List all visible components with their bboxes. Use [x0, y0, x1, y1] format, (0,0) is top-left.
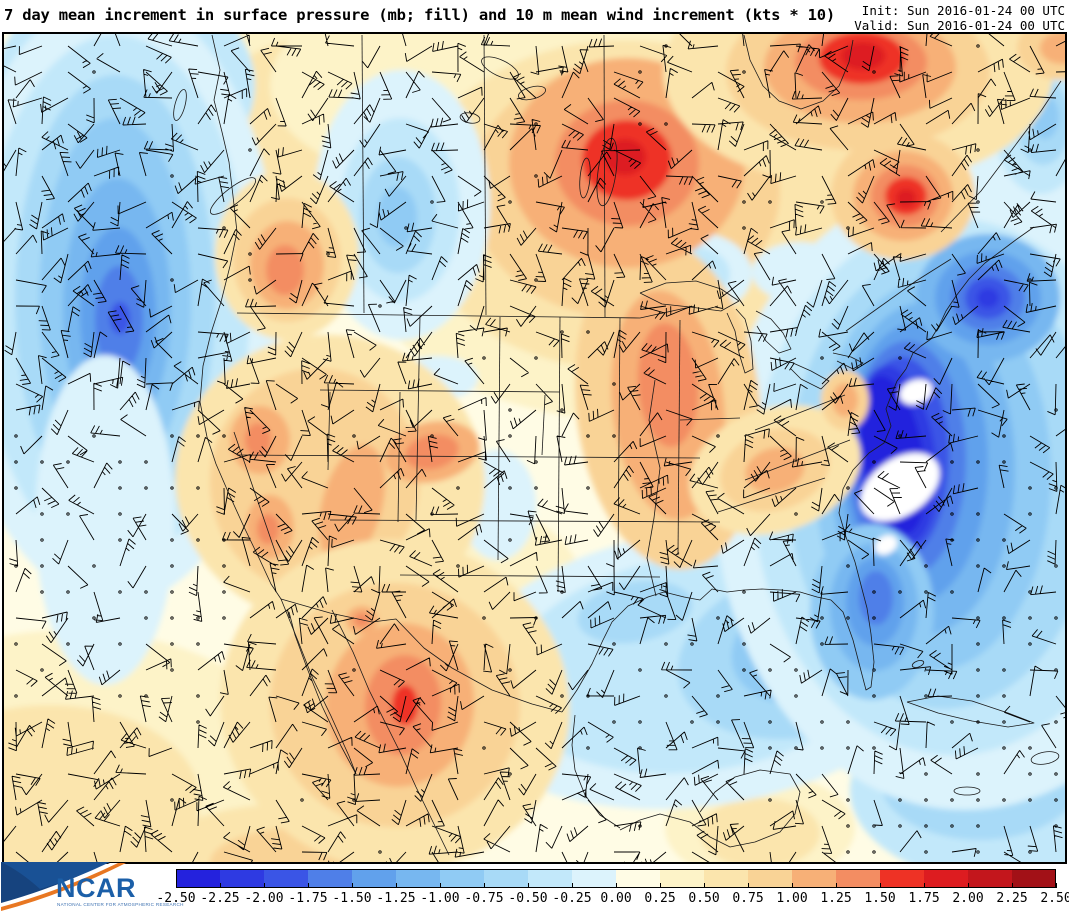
contour-ring-below-min-white	[860, 452, 940, 522]
contour-ring-manitoba-red	[604, 139, 646, 175]
ncar-logo-subtext: NATIONAL CENTER FOR ATMOSPHERIC RESEARCH	[57, 902, 184, 907]
contour-ring-gulf-mid-west	[577, 580, 693, 644]
contour-ring-co-core	[405, 434, 459, 470]
map-outlines	[173, 34, 1062, 856]
contour-ring-pnw-orange	[266, 245, 304, 295]
contour-ring-ohio-valley-orange	[745, 447, 805, 493]
contour-ring-ca-nv-core	[257, 514, 279, 544]
contour-ring-nm-band	[318, 444, 386, 566]
ncar-logo	[0, 861, 175, 911]
contour-ring-below-min-white	[874, 535, 898, 555]
contour-ring-hudson-red	[841, 42, 885, 70]
contour-ring-alberta-blue	[377, 187, 417, 247]
contour-ring-sw-ocean-yellow	[4, 705, 200, 862]
timestamps: Init: Sun 2016-01-24 00 UTC Valid: Sun 2…	[854, 3, 1065, 33]
init-timestamp: Init: Sun 2016-01-24 00 UTC	[861, 3, 1065, 18]
contour-ring-pacific-low	[110, 302, 130, 334]
ncar-logo-text: NCAR	[56, 873, 136, 903]
contour-ring-topright-tan	[1040, 34, 1065, 64]
map-frame	[2, 32, 1067, 864]
contour-ring-ne-deep-blue	[977, 288, 999, 308]
contour-ring-nv-core	[245, 423, 271, 457]
figure-title: 7 day mean increment in surface pressure…	[4, 6, 835, 24]
contour-ring-quebec-red	[896, 189, 916, 207]
wind-barbs	[4, 34, 1065, 862]
calm-dots	[14, 44, 1058, 854]
valid-timestamp: Valid: Sun 2016-01-24 00 UTC	[854, 18, 1065, 33]
ncar-logo-swoosh	[1, 862, 126, 911]
contour-ring-virginia-orange-dot	[832, 383, 858, 417]
contour-ring-yucatan-tan	[700, 798, 820, 862]
